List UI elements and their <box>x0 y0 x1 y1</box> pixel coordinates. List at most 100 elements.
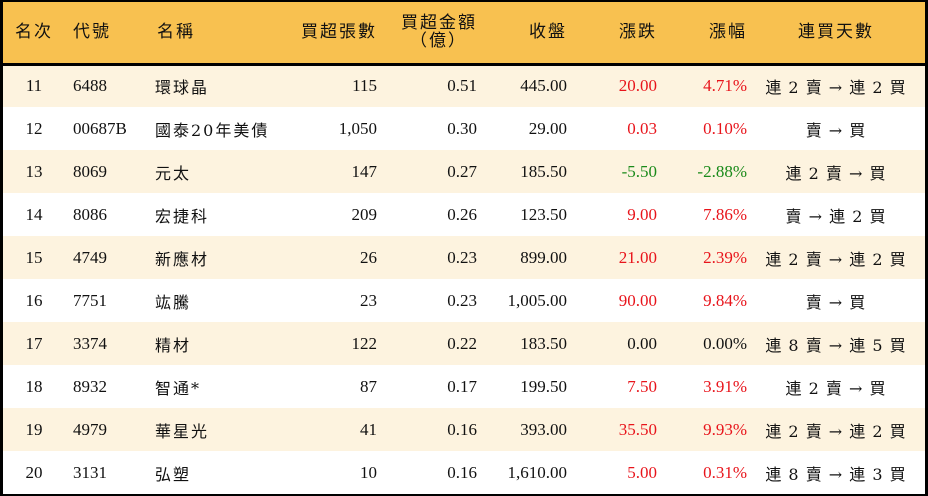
change-cell: -5.50 <box>621 161 657 181</box>
table-row: 14 8086 宏捷科 209 0.26 123.50 9.00 7.86% 賣… <box>3 193 925 236</box>
net-buy-lots-cell: 87 <box>360 376 377 396</box>
header-net-buy-lots: 買超張數 <box>285 2 377 66</box>
net-buy-amount-cell: 0.23 <box>447 290 477 310</box>
code-cell: 4979 <box>73 419 107 439</box>
close-cell: 123.50 <box>520 204 567 224</box>
close-cell: 1,005.00 <box>507 290 568 310</box>
net-buy-lots-cell: 10 <box>360 462 377 482</box>
name-cell: 環球晶 <box>155 78 210 98</box>
streak-cell: 賣 → 連 2 買 <box>785 206 887 226</box>
change-cell: 21.00 <box>618 247 657 267</box>
header-net-buy-amount-line1: 買超金額 <box>401 13 477 34</box>
name-cell: 精材 <box>155 335 192 355</box>
rank-cell: 17 <box>25 333 43 353</box>
net-buy-lots-cell: 115 <box>352 76 377 96</box>
streak-cell: 連 2 賣 → 買 <box>785 378 887 398</box>
streak-cell: 連 2 賣 → 連 2 買 <box>765 249 907 269</box>
net-buy-lots-cell: 41 <box>360 419 377 439</box>
rank-cell: 20 <box>25 462 43 482</box>
table-row: 18 8932 智通* 87 0.17 199.50 7.50 3.91% 連 … <box>3 365 925 408</box>
header-streak: 連買天數 <box>747 2 925 66</box>
rank-cell: 14 <box>25 204 43 224</box>
code-cell: 00687B <box>73 118 127 138</box>
table-header-row: 名次 代號 名稱 買超張數 買超金額 （億） 收盤 漲跌 漲幅 連買天數 <box>3 2 925 66</box>
rank-cell: 12 <box>25 118 43 138</box>
streak-cell: 賣 → 買 <box>805 292 867 312</box>
table-row: 15 4749 新應材 26 0.23 899.00 21.00 2.39% 連… <box>3 236 925 279</box>
name-cell: 國泰20年美債 <box>155 120 270 140</box>
table-row: 11 6488 環球晶 115 0.51 445.00 20.00 4.71% … <box>3 64 925 107</box>
table-row: 19 4979 華星光 41 0.16 393.00 35.50 9.93% 連… <box>3 408 925 451</box>
close-cell: 199.50 <box>520 376 567 396</box>
streak-cell: 連 8 賣 → 連 3 買 <box>765 464 907 484</box>
rank-cell: 15 <box>25 247 43 267</box>
code-cell: 8932 <box>73 376 107 396</box>
close-cell: 29.00 <box>528 118 567 138</box>
change-cell: 7.50 <box>627 376 657 396</box>
close-cell: 445.00 <box>520 76 567 96</box>
change-pct-cell: 0.31% <box>703 462 747 482</box>
net-buy-lots-cell: 1,050 <box>338 118 377 138</box>
change-cell: 0.03 <box>627 118 657 138</box>
code-cell: 3131 <box>73 462 107 482</box>
net-buy-amount-cell: 0.22 <box>447 333 477 353</box>
net-buy-amount-cell: 0.16 <box>447 419 477 439</box>
net-buy-lots-cell: 209 <box>351 204 378 224</box>
rank-cell: 18 <box>25 376 43 396</box>
table-row: 17 3374 精材 122 0.22 183.50 0.00 0.00% 連 … <box>3 322 925 365</box>
table-row: 16 7751 竑騰 23 0.23 1,005.00 90.00 9.84% … <box>3 279 925 322</box>
close-cell: 899.00 <box>520 247 567 267</box>
change-pct-cell: 0.00% <box>703 333 747 353</box>
header-rank: 名次 <box>3 2 65 66</box>
name-cell: 元太 <box>155 163 192 183</box>
name-cell: 智通* <box>155 378 202 398</box>
rank-cell: 11 <box>25 76 43 96</box>
code-cell: 3374 <box>73 333 107 353</box>
code-cell: 8086 <box>73 204 107 224</box>
change-pct-cell: 3.91% <box>703 376 747 396</box>
streak-cell: 賣 → 買 <box>805 120 867 140</box>
net-buy-amount-cell: 0.23 <box>447 247 477 267</box>
close-cell: 183.50 <box>520 333 567 353</box>
name-cell: 竑騰 <box>155 292 192 312</box>
code-cell: 7751 <box>73 290 107 310</box>
header-close: 收盤 <box>477 2 567 66</box>
header-net-buy-amount: 買超金額 （億） <box>377 2 477 66</box>
change-pct-cell: 7.86% <box>703 204 747 224</box>
net-buy-lots-cell: 122 <box>351 333 378 353</box>
change-pct-cell: 9.84% <box>703 290 747 310</box>
code-cell: 4749 <box>73 247 107 267</box>
close-cell: 393.00 <box>520 419 567 439</box>
name-cell: 華星光 <box>155 421 210 441</box>
code-cell: 6488 <box>73 76 107 96</box>
header-net-buy-amount-line2: （億） <box>410 31 467 52</box>
net-buy-amount-cell: 0.51 <box>447 76 477 96</box>
change-cell: 9.00 <box>627 204 657 224</box>
net-buy-lots-cell: 26 <box>360 247 377 267</box>
streak-cell: 連 8 賣 → 連 5 買 <box>765 335 907 355</box>
close-cell: 185.50 <box>520 161 567 181</box>
header-change-pct: 漲幅 <box>657 2 747 66</box>
net-buy-amount-cell: 0.26 <box>447 204 477 224</box>
change-cell: 0.00 <box>627 333 657 353</box>
net-buy-amount-cell: 0.16 <box>447 462 477 482</box>
net-buy-lots-cell: 147 <box>351 161 378 181</box>
code-cell: 8069 <box>73 161 107 181</box>
net-buy-amount-cell: 0.17 <box>447 376 477 396</box>
header-code: 代號 <box>65 2 145 66</box>
table-row: 20 3131 弘塑 10 0.16 1,610.00 5.00 0.31% 連… <box>3 451 925 494</box>
change-cell: 5.00 <box>627 462 657 482</box>
header-name: 名稱 <box>145 2 285 66</box>
header-change: 漲跌 <box>567 2 657 66</box>
net-buy-lots-cell: 23 <box>360 290 377 310</box>
name-cell: 弘塑 <box>155 464 192 484</box>
streak-cell: 連 2 賣 → 連 2 買 <box>765 421 907 441</box>
net-buy-amount-cell: 0.27 <box>447 161 477 181</box>
name-cell: 宏捷科 <box>155 206 210 226</box>
change-pct-cell: 9.93% <box>703 419 747 439</box>
name-cell: 新應材 <box>155 249 210 269</box>
streak-cell: 連 2 賣 → 連 2 買 <box>765 78 907 98</box>
rank-cell: 13 <box>25 161 43 181</box>
net-buy-amount-cell: 0.30 <box>447 118 477 138</box>
